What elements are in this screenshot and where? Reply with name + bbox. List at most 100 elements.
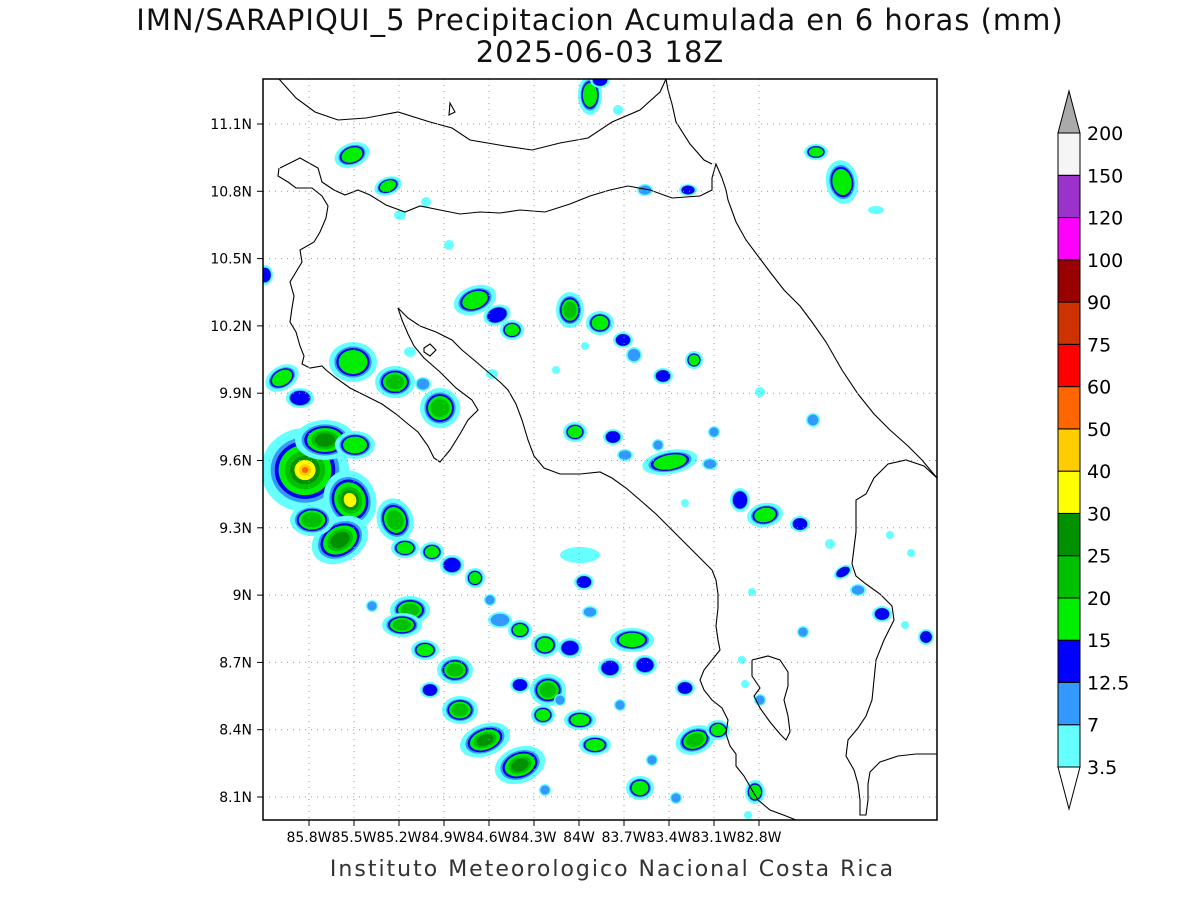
precip-contour xyxy=(744,811,752,819)
precip-contour xyxy=(486,369,498,379)
precip-contour xyxy=(539,682,557,698)
precip-contour xyxy=(832,168,852,196)
precip-cell xyxy=(531,705,555,725)
precip-cell xyxy=(744,811,752,819)
precip-cell xyxy=(531,633,559,657)
precip-contour xyxy=(808,147,824,157)
precip-cell xyxy=(790,516,810,532)
precip-cell xyxy=(868,206,884,214)
colorbar-label: 50 xyxy=(1087,419,1111,441)
precip-contour xyxy=(469,572,481,584)
colorbar-label: 40 xyxy=(1087,461,1111,483)
precip-contour xyxy=(462,290,488,310)
precip-cell xyxy=(459,722,511,758)
lon-tick-label: 83.1W xyxy=(691,830,736,846)
precip-contour xyxy=(874,608,890,620)
precip-contour xyxy=(709,427,719,437)
precip-cell xyxy=(444,240,454,250)
precip-contour xyxy=(681,499,689,507)
colorbar-label: 25 xyxy=(1087,546,1111,568)
precip-contour xyxy=(631,780,649,796)
precip-contour xyxy=(681,185,695,195)
precip-contour xyxy=(446,663,464,677)
precip-cell xyxy=(646,754,658,766)
precip-contour xyxy=(476,734,494,746)
precip-contour xyxy=(907,549,915,557)
precip-cell xyxy=(613,105,623,115)
precip-contour xyxy=(732,491,748,509)
precip-contour xyxy=(591,315,609,331)
precip-contour xyxy=(653,454,687,470)
precip-cell xyxy=(579,735,611,755)
precip-contour xyxy=(585,739,605,751)
precip-contour xyxy=(636,657,654,673)
colorbar-label: 60 xyxy=(1087,377,1111,399)
precip-cell xyxy=(806,413,820,427)
precip-contour xyxy=(920,631,932,643)
colorbar-swatch xyxy=(1057,301,1081,345)
precip-contour xyxy=(416,378,430,390)
lon-tick-label: 84W xyxy=(563,830,595,846)
precip-cell xyxy=(334,142,370,168)
precip-contour xyxy=(686,733,704,747)
lat-tick-label: 10.5N xyxy=(210,252,252,268)
precip-contour xyxy=(748,588,756,596)
precip-cell xyxy=(804,144,828,160)
precip-cell xyxy=(404,347,416,357)
colorbar-label: 20 xyxy=(1087,588,1111,610)
precip-cell xyxy=(755,387,765,397)
precip-cell xyxy=(574,574,594,590)
precip-cell xyxy=(539,784,551,796)
precip-contour xyxy=(560,547,600,563)
precip-cell xyxy=(488,612,512,628)
precip-contour xyxy=(422,684,438,696)
colorbar-swatch xyxy=(1057,428,1081,472)
lon-tick-label: 85.5W xyxy=(331,830,376,846)
precip-cell xyxy=(907,549,915,557)
precip-cell xyxy=(411,640,439,660)
precip-cell xyxy=(610,628,654,652)
precip-contour xyxy=(367,601,377,611)
precip-contour xyxy=(755,695,765,705)
lat-tick-label: 9.6N xyxy=(219,454,252,470)
precip-contour xyxy=(825,539,835,549)
precip-contour xyxy=(710,724,726,736)
precip-contour xyxy=(421,197,431,207)
precip-cell xyxy=(375,366,415,398)
precipitation-colorbar: 3.5 7 12.5 15 20 25 30 40 50 60 75 90 100 120 150 200 xyxy=(1057,89,1129,811)
precip-contour xyxy=(570,714,590,726)
precip-cell xyxy=(581,342,589,350)
lon-tick-label: 83.7W xyxy=(601,830,646,846)
precip-contour xyxy=(807,414,819,426)
lon-tick-label: 82.8W xyxy=(736,830,781,846)
precip-cell xyxy=(286,388,314,408)
precip-contour xyxy=(647,755,657,765)
precip-contour xyxy=(263,267,271,283)
precip-contour xyxy=(396,542,414,554)
precip-cell xyxy=(440,555,464,575)
precip-contour xyxy=(583,607,597,617)
precip-contour xyxy=(561,640,579,656)
precip-cell xyxy=(554,694,566,706)
map-axes: 85.8W 85.5W 85.2W 84.9W 84.6W 84.3W 84W 83.7W 83… xyxy=(210,117,781,846)
precip-contour xyxy=(430,398,450,418)
precip-contour xyxy=(386,510,404,530)
precip-cell xyxy=(670,792,682,804)
precip-contour xyxy=(755,387,765,397)
lat-tick-label: 8.7N xyxy=(219,655,252,671)
precip-contour xyxy=(688,354,700,366)
lon-tick-label: 84.9W xyxy=(421,830,466,846)
precip-contour xyxy=(613,105,623,115)
precip-cell xyxy=(626,347,642,363)
lat-tick-label: 10.2N xyxy=(210,319,252,335)
precip-contour xyxy=(290,390,310,406)
lon-tick-label: 85.2W xyxy=(376,830,421,846)
lon-tick-label: 83.4W xyxy=(646,830,691,846)
precip-cell xyxy=(335,431,375,459)
precip-contour xyxy=(343,492,357,508)
precip-contour xyxy=(798,627,808,637)
precip-contour xyxy=(490,613,510,627)
colorbar-swatch xyxy=(1057,343,1081,388)
precip-contour xyxy=(424,546,440,558)
